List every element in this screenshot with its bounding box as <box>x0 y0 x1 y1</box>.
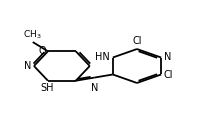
Text: O: O <box>38 46 46 56</box>
Text: N: N <box>24 61 31 71</box>
Text: N: N <box>164 52 171 62</box>
Text: HN: HN <box>95 52 110 62</box>
Text: N: N <box>91 83 98 93</box>
Text: SH: SH <box>40 83 54 93</box>
Text: methoxy: methoxy <box>29 39 35 41</box>
Text: Cl: Cl <box>164 70 173 80</box>
Text: CH$_3$: CH$_3$ <box>23 29 42 41</box>
Text: Cl: Cl <box>132 36 142 46</box>
